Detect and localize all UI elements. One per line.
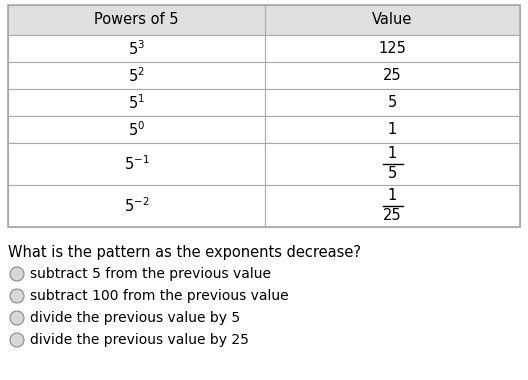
Text: $5^{-1}$: $5^{-1}$ <box>124 155 149 173</box>
Text: Value: Value <box>372 13 413 27</box>
Text: divide the previous value by 5: divide the previous value by 5 <box>30 311 240 325</box>
Bar <box>8 116 265 143</box>
Text: 5: 5 <box>388 95 397 110</box>
Bar <box>8 89 265 116</box>
Text: 1: 1 <box>388 147 397 162</box>
Bar <box>265 35 520 62</box>
Bar <box>8 5 520 227</box>
Bar <box>265 143 520 185</box>
Bar <box>8 143 265 185</box>
Text: 25: 25 <box>383 209 402 223</box>
Circle shape <box>10 267 24 281</box>
Text: divide the previous value by 25: divide the previous value by 25 <box>30 333 249 347</box>
Text: 1: 1 <box>388 122 397 137</box>
Text: $5^3$: $5^3$ <box>128 39 145 58</box>
Circle shape <box>10 311 24 325</box>
Bar <box>265 116 520 143</box>
Circle shape <box>10 333 24 347</box>
Text: subtract 100 from the previous value: subtract 100 from the previous value <box>30 289 289 303</box>
Bar <box>8 5 265 35</box>
Bar <box>265 89 520 116</box>
Text: 5: 5 <box>388 166 397 182</box>
Bar <box>265 185 520 227</box>
Text: $5^0$: $5^0$ <box>128 120 145 139</box>
Text: Powers of 5: Powers of 5 <box>95 13 179 27</box>
Text: $5^1$: $5^1$ <box>128 93 145 112</box>
Bar <box>8 62 265 89</box>
Text: 1: 1 <box>388 188 397 204</box>
Text: subtract 5 from the previous value: subtract 5 from the previous value <box>30 267 271 281</box>
Text: 25: 25 <box>383 68 402 83</box>
Bar <box>265 5 520 35</box>
Bar <box>8 185 265 227</box>
Text: 125: 125 <box>379 41 407 56</box>
Bar <box>265 62 520 89</box>
Text: $5^{-2}$: $5^{-2}$ <box>124 197 149 215</box>
Bar <box>8 35 265 62</box>
Text: $5^2$: $5^2$ <box>128 66 145 85</box>
Text: What is the pattern as the exponents decrease?: What is the pattern as the exponents dec… <box>8 245 361 260</box>
Circle shape <box>10 289 24 303</box>
